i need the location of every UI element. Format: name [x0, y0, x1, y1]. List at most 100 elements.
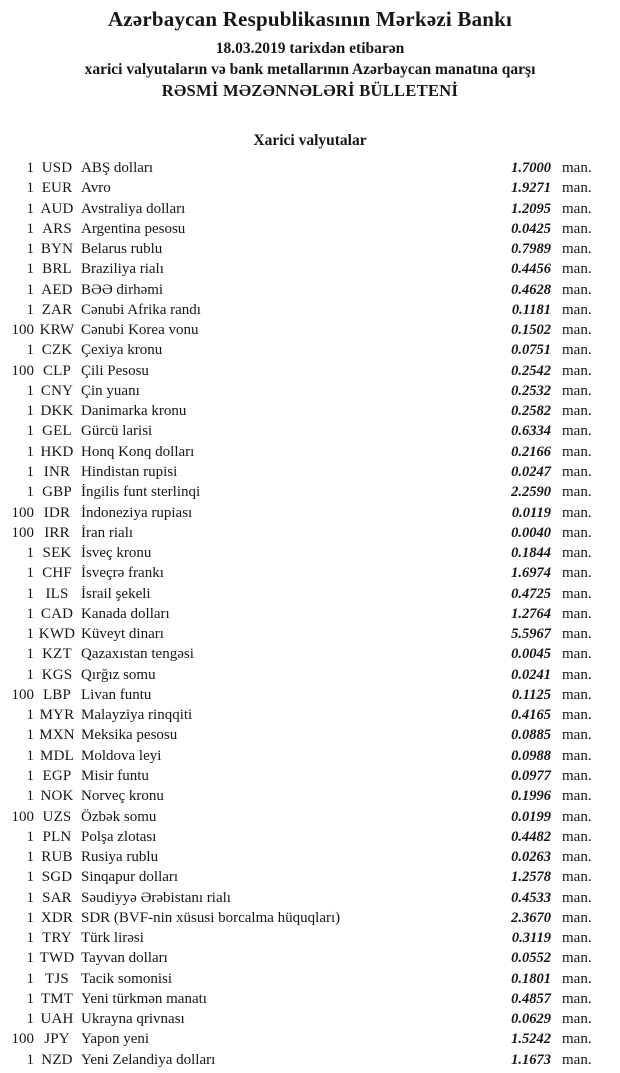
currency-code-cell: LBP [42, 686, 72, 703]
currency-name-cell: Ukrayna qrivnası [81, 1011, 185, 1028]
currency-name-cell: Avstraliya dolları [81, 200, 186, 217]
manat-unit-label: man. [562, 950, 592, 967]
rate-value-cell: 5.5967 [511, 626, 551, 643]
manat-unit-label: man. [562, 160, 592, 176]
currency-name-cell: SDR (BVF-nin xüsusi borcalma hüquqları) [81, 909, 341, 926]
rate-value-cell: 1.2764 [511, 605, 551, 622]
quantity-cell: 1 [26, 666, 35, 683]
manat-unit-label: man. [562, 1011, 592, 1028]
currency-name-cell: BƏƏ dirhəmi [81, 281, 164, 298]
currency-name-cell: Rusiya rublu [81, 849, 159, 866]
rate-value-cell: 0.4533 [511, 889, 551, 906]
quantity-cell: 1 [26, 180, 35, 197]
currency-code-cell: AED [41, 281, 73, 298]
quantity-cell: 1 [26, 727, 35, 744]
quantity-cell: 1 [26, 646, 35, 663]
currency-code-cell: BRL [42, 261, 72, 278]
currency-name-cell: İsveç kronu [81, 545, 152, 562]
manat-unit-label: man. [562, 180, 592, 197]
quantity-cell: 1 [26, 747, 35, 764]
currency-name-cell: Polşa zlotası [81, 828, 157, 845]
rate-row: 1 CNY Çin yuanı 0.2532 man. [0, 381, 620, 401]
rate-value-cell: 0.1801 [511, 970, 551, 987]
currency-name-cell: Cənubi Korea vonu [81, 322, 199, 339]
currency-name-cell: Çexiya kronu [81, 342, 163, 359]
rate-value-cell: 2.2590 [511, 484, 551, 501]
rate-row: 1 SAR Səudiyyə Ərəbistanı rialı 0.4533 m… [0, 888, 620, 908]
manat-unit-label: man. [562, 869, 592, 886]
manat-unit-label: man. [562, 686, 592, 703]
currency-name-cell: Belarus rublu [81, 241, 163, 258]
manat-unit-label: man. [562, 281, 592, 298]
rate-value-cell: 0.1181 [511, 301, 551, 318]
manat-unit-label: man. [562, 524, 592, 541]
manat-unit-label: man. [562, 565, 592, 582]
currency-code-cell: TWD [39, 950, 75, 967]
quantity-cell: 1 [26, 626, 35, 643]
currency-code-cell: TRY [42, 930, 72, 947]
currency-name-cell: Meksika pesosu [81, 727, 178, 744]
currency-name-cell: ABŞ dolları [81, 160, 154, 176]
quantity-cell: 100 [11, 686, 35, 703]
manat-unit-label: man. [562, 220, 592, 237]
currency-name-cell: Norveç kronu [81, 788, 164, 805]
rate-row: 1 INR Hindistan rupisi 0.0247 man. [0, 462, 620, 482]
manat-unit-label: man. [562, 909, 592, 926]
currency-code-cell: DKK [40, 403, 74, 420]
currency-code-cell: ZAR [41, 301, 73, 318]
currency-code-cell: USD [41, 160, 73, 176]
rate-row: 1 CHF İsveçrə frankı 1.6974 man. [0, 563, 620, 583]
rate-value-cell: 0.0119 [511, 504, 551, 521]
currency-code-cell: BYN [40, 241, 74, 258]
manat-unit-label: man. [562, 605, 592, 622]
quantity-cell: 1 [26, 767, 35, 784]
quantity-cell: 100 [11, 1031, 35, 1048]
manat-unit-label: man. [562, 241, 592, 258]
manat-unit-label: man. [562, 727, 592, 744]
bulletin-header: Azərbaycan Respublikasının Mərkəzi Bankı… [0, 0, 620, 102]
manat-unit-label: man. [562, 849, 592, 866]
quantity-cell: 1 [26, 423, 35, 440]
quantity-cell: 1 [26, 1011, 35, 1028]
rate-row: 1 CZK Çexiya kronu 0.0751 man. [0, 340, 620, 360]
rate-value-cell: 0.4628 [511, 281, 551, 298]
rate-row: 100 IDR İndoneziya rupiası 0.0119 man. [0, 503, 620, 523]
manat-unit-label: man. [562, 403, 592, 420]
rate-value-cell: 0.0977 [511, 767, 551, 784]
manat-unit-label: man. [562, 423, 592, 440]
currency-code-cell: GBP [42, 484, 72, 501]
rate-value-cell: 0.0751 [511, 342, 551, 359]
quantity-cell: 1 [26, 828, 35, 845]
currency-code-cell: KGS [41, 666, 73, 683]
rate-value-cell: 0.4857 [511, 990, 551, 1007]
currency-name-cell: İndoneziya rupiası [81, 504, 193, 521]
rate-row: 1 DKK Danimarka kronu 0.2582 man. [0, 401, 620, 421]
manat-unit-label: man. [562, 463, 592, 480]
rate-value-cell: 0.4165 [511, 707, 551, 724]
currency-name-cell: Danimarka kronu [81, 403, 187, 420]
quantity-cell: 100 [11, 524, 35, 541]
currency-code-cell: ARS [42, 220, 72, 237]
currency-code-cell: HKD [40, 443, 74, 460]
currency-code-cell: MYR [39, 707, 75, 724]
rate-row: 1 SGD Sinqapur dolları 1.2578 man. [0, 867, 620, 887]
rate-value-cell: 0.0040 [511, 524, 551, 541]
quantity-cell: 1 [26, 220, 35, 237]
currency-code-cell: PLN [42, 828, 72, 845]
quantity-cell: 1 [26, 889, 35, 906]
rate-row: 1 ILS İsrail şekeli 0.4725 man. [0, 584, 620, 604]
currency-name-cell: Sinqapur dolları [81, 869, 179, 886]
currency-name-cell: İsrail şekeli [81, 585, 151, 602]
rate-row: 1 NOK Norveç kronu 0.1996 man. [0, 786, 620, 806]
rate-value-cell: 0.0629 [511, 1011, 551, 1028]
manat-unit-label: man. [562, 707, 592, 724]
manat-unit-label: man. [562, 970, 592, 987]
rate-row: 1 ZAR Cənubi Afrika randı 0.1181 man. [0, 300, 620, 320]
currency-name-cell: Yeni Zelandiya dolları [81, 1051, 216, 1068]
rate-row: 1 KWD Küveyt dinarı 5.5967 man. [0, 624, 620, 644]
rate-row: 1 RUB Rusiya rublu 0.0263 man. [0, 847, 620, 867]
rate-row: 1 UAH Ukrayna qrivnası 0.0629 man. [0, 1009, 620, 1029]
rate-value-cell: 0.4725 [511, 585, 551, 602]
rate-value-cell: 0.4456 [511, 261, 551, 278]
quantity-cell: 1 [26, 1051, 35, 1068]
